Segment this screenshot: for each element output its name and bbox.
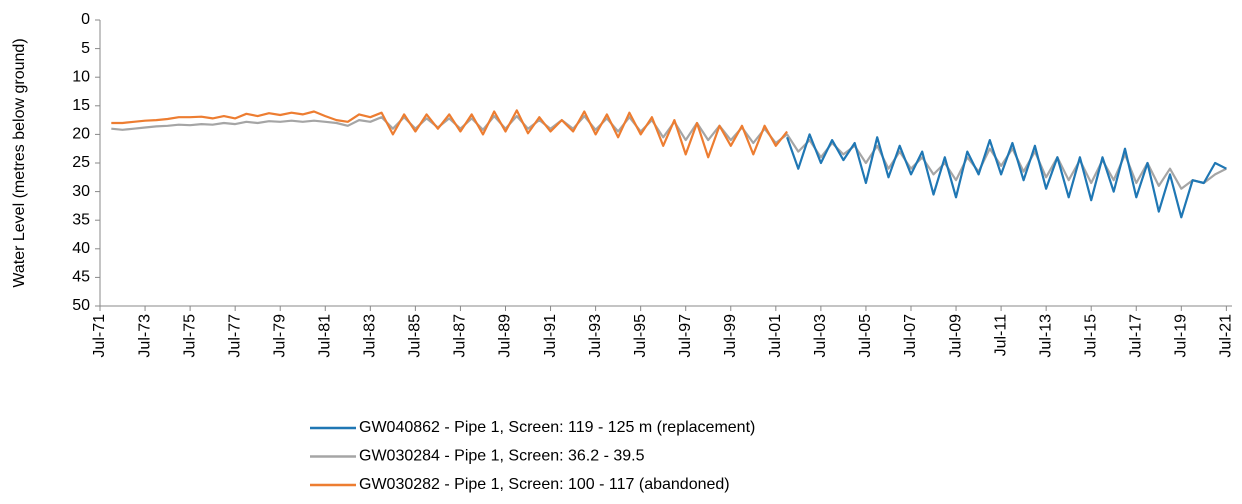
x-tick-label: Jul-15 xyxy=(1082,314,1099,358)
legend-label: GW040862 - Pipe 1, Screen: 119 - 125 m (… xyxy=(359,419,755,436)
series-line xyxy=(111,115,1227,190)
y-tick-label: 30 xyxy=(72,183,90,200)
x-tick-label: Jul-95 xyxy=(632,314,649,358)
x-tick-label: Jul-85 xyxy=(407,314,424,358)
x-tick-label: Jul-03 xyxy=(812,314,829,358)
x-tick-label: Jul-05 xyxy=(857,314,874,358)
y-tick-label: 25 xyxy=(72,154,90,171)
series-line xyxy=(111,109,788,159)
y-tick-label: 35 xyxy=(72,211,90,228)
y-tick-label: 0 xyxy=(81,11,90,28)
x-tick-label: Jul-17 xyxy=(1127,314,1144,358)
x-tick-label: Jul-07 xyxy=(902,314,919,358)
legend-label: GW030282 - Pipe 1, Screen: 100 - 117 (ab… xyxy=(359,476,730,493)
x-tick-label: Jul-81 xyxy=(316,314,333,358)
series-line xyxy=(786,133,1227,219)
y-tick-label: 5 xyxy=(81,40,90,57)
x-tick-label: Jul-09 xyxy=(947,314,964,358)
x-tick-label: Jul-11 xyxy=(992,314,1009,356)
x-tick-label: Jul-73 xyxy=(136,314,153,358)
x-tick-label: Jul-79 xyxy=(271,314,288,358)
y-tick-label: 40 xyxy=(72,240,90,257)
x-tick-label: Jul-83 xyxy=(362,314,379,358)
x-tick-label: Jul-21 xyxy=(1218,314,1235,358)
x-tick-label: Jul-89 xyxy=(497,314,514,358)
legend-label: GW030284 - Pipe 1, Screen: 36.2 - 39.5 xyxy=(359,448,645,465)
x-tick-label: Jul-77 xyxy=(226,314,243,358)
y-tick-label: 10 xyxy=(72,68,90,85)
x-tick-label: Jul-75 xyxy=(181,314,198,358)
y-tick-label: 15 xyxy=(72,97,90,114)
x-tick-label: Jul-01 xyxy=(767,314,784,358)
y-tick-label: 45 xyxy=(72,269,90,286)
x-tick-label: Jul-99 xyxy=(722,314,739,358)
x-tick-label: Jul-13 xyxy=(1037,314,1054,358)
x-tick-label: Jul-19 xyxy=(1173,314,1190,358)
x-tick-label: Jul-71 xyxy=(91,314,108,358)
x-tick-label: Jul-93 xyxy=(587,314,604,358)
y-tick-label: 50 xyxy=(72,297,90,314)
x-tick-label: Jul-91 xyxy=(542,314,559,358)
x-tick-label: Jul-97 xyxy=(677,314,694,358)
y-tick-label: 20 xyxy=(72,126,90,143)
y-axis-label: Water Level (metres below ground) xyxy=(11,38,28,287)
x-tick-label: Jul-87 xyxy=(452,314,469,358)
